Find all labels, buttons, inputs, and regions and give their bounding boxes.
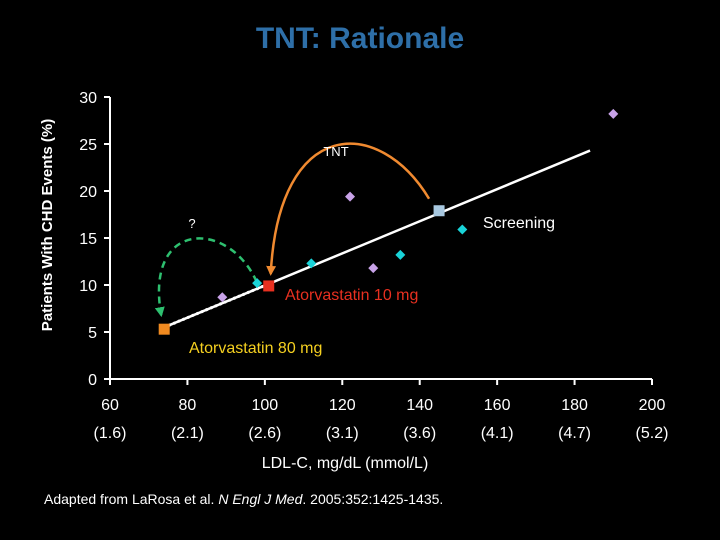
citation-suffix: . 2005:352:1425-1435. xyxy=(302,491,444,507)
citation: Adapted from LaRosa et al. N Engl J Med.… xyxy=(44,491,443,507)
data-point-diamond xyxy=(217,292,228,303)
y-tick-label: 5 xyxy=(88,325,97,342)
citation-prefix: Adapted from LaRosa et al. xyxy=(44,491,219,507)
y-tick-label: 20 xyxy=(79,184,97,201)
y-tick-label: 0 xyxy=(88,372,97,389)
annotation-question: ? xyxy=(188,216,195,231)
data-point-diamond xyxy=(457,224,468,235)
y-tick-label: 30 xyxy=(79,90,97,107)
x-tick-sublabel: (4.1) xyxy=(481,425,514,442)
annotation-tnt: TNT xyxy=(323,144,348,159)
y-tick-label: 15 xyxy=(79,231,97,248)
x-tick-sublabel: (2.6) xyxy=(248,425,281,442)
y-tick-label: 10 xyxy=(79,278,97,295)
data-points xyxy=(158,108,619,335)
tnt-arrow xyxy=(266,142,431,276)
x-tick-label: 180 xyxy=(561,397,588,414)
data-point-diamond xyxy=(252,278,263,289)
citation-journal: N Engl J Med xyxy=(218,491,303,507)
x-tick-sublabel: (4.7) xyxy=(558,425,591,442)
x-tick-sublabel: (3.6) xyxy=(403,425,436,442)
data-point-diamond xyxy=(306,258,317,269)
question-arrow xyxy=(154,237,258,318)
x-tick-label: 120 xyxy=(329,397,356,414)
x-tick-label: 140 xyxy=(406,397,433,414)
annotation-atorvastatin-10: Atorvastatin 10 mg xyxy=(285,287,418,304)
x-tick-sublabel: (1.6) xyxy=(94,425,127,442)
x-tick-label: 100 xyxy=(252,397,279,414)
x-axis-label: LDL-C, mg/dL (mmol/L) xyxy=(262,455,429,472)
data-point-diamond xyxy=(608,108,619,119)
x-tick-label: 200 xyxy=(639,397,666,414)
annotation-atorvastatin-80: Atorvastatin 80 mg xyxy=(189,340,322,357)
x-tick-label: 160 xyxy=(484,397,511,414)
x-tick-sublabel: (5.2) xyxy=(636,425,669,442)
data-point-diamond xyxy=(345,191,356,202)
x-tick-sublabel: (2.1) xyxy=(171,425,204,442)
x-tick-sublabel: (3.1) xyxy=(326,425,359,442)
slide-title: TNT: Rationale xyxy=(255,22,465,55)
trend-line-extension xyxy=(163,282,270,329)
x-axis-ticks: 60 (1.6) 80 (2.1) 100 (2.6) 120 (3.1) 140 (3.6) 16… xyxy=(94,379,669,442)
data-point-square xyxy=(433,205,445,217)
x-tick-label: 80 xyxy=(179,397,197,414)
annotation-screening: Screening xyxy=(483,215,555,232)
y-axis-label: Patients With CHD Events (%) xyxy=(39,119,56,331)
data-point-diamond xyxy=(395,249,406,260)
y-tick-label: 25 xyxy=(79,137,97,154)
data-point-diamond xyxy=(368,263,379,274)
x-tick-label: 60 xyxy=(101,397,119,414)
data-point-square xyxy=(263,280,275,292)
data-point-square xyxy=(158,323,170,335)
y-axis-ticks: 0 5 10 15 20 25 30 xyxy=(79,90,110,389)
